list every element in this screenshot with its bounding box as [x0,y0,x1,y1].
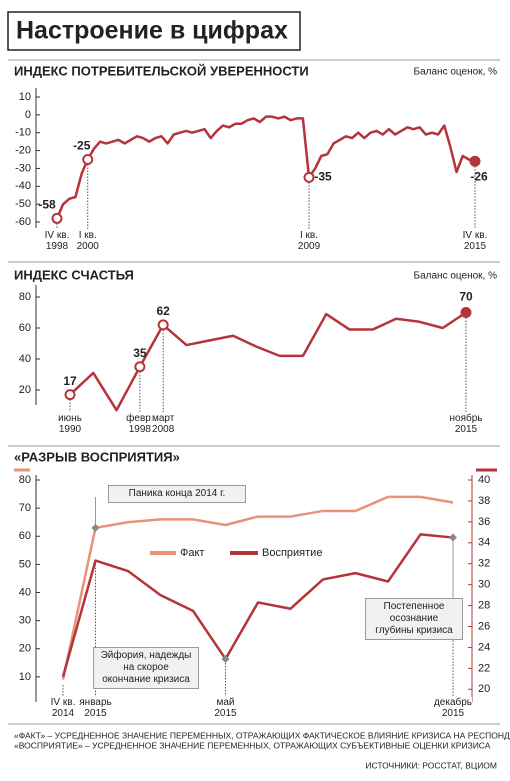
x-tick-label: IV кв. 2014 [50,697,76,719]
y-tick-label: 30 [19,615,31,627]
y-tick-label: 60 [19,530,31,542]
note: «ВОСПРИЯТИЕ» – УСРЕДНЕННОЕ ЗНАЧЕНИЕ ПЕРЕ… [14,740,491,750]
annotation: Постепенное осознание глубины кризиса [365,598,463,640]
y-tick-label: -10 [15,127,31,139]
point [469,155,481,167]
x-tick-label: IV кв. 2015 [462,230,488,252]
annotation-marker [449,533,457,542]
y2-tick-label: 26 [478,620,490,632]
y2-tick-label: 36 [478,516,490,528]
y2-tick-label: 24 [478,641,490,653]
y-tick-label: 20 [19,384,31,396]
y-tick-label: 60 [19,322,31,334]
data-line [69,311,467,412]
y-tick-label: 40 [19,586,31,598]
legend-label: Восприятие [262,547,322,559]
data-line [55,115,476,219]
y-tick-label: -60 [15,216,31,228]
point [303,171,315,183]
y2-tick-label: 32 [478,558,490,570]
data-label: -25 [73,139,91,153]
chart-title: ИНДЕКС СЧАСТЬЯ [14,267,134,282]
y2-tick-label: 20 [478,683,490,695]
legend-label: Факт [180,547,204,559]
annotation: Эйфория, надежды на скорое окончание кри… [93,647,199,689]
data-label: -35 [314,170,332,184]
y-tick-label: 0 [25,109,31,121]
y-tick-label: -30 [15,162,31,174]
point [157,319,169,331]
y-tick-label: 50 [19,558,31,570]
chart-title: ИНДЕКС ПОТРЕБИТЕЛЬСКОЙ УВЕРЕННОСТИ [14,63,309,78]
x-tick-label: декабрь 2015 [433,697,473,719]
data-label: -58 [38,198,56,212]
title-box [7,11,301,51]
page-title: Настроение в цифрах [16,17,288,45]
y2-tick-label: 30 [478,579,490,591]
y2-tick-label: 22 [478,662,490,674]
point [82,154,94,165]
x-tick-label: I кв. 2000 [76,230,99,252]
data-label: -26 [470,169,488,183]
y-tick-label: -50 [15,198,31,210]
x-tick-label: ноябрь 2015 [449,413,483,435]
y-tick-label: 80 [19,474,31,486]
annotation-marker [221,654,230,663]
x-tick-label: I кв. 2009 [297,230,321,252]
y-tick-label: -40 [15,180,31,192]
note: «ФАКТ» – УСРЕДНЕННОЕ ЗНАЧЕНИЕ ПЕРЕМЕННЫХ… [14,730,510,740]
annotation-marker [91,523,100,532]
y-tick-label: 80 [19,291,31,303]
point [460,307,472,318]
y-tick-label: 10 [19,91,31,103]
x-tick-label: март 2008 [151,413,175,435]
data-label: 17 [63,374,77,388]
axis-label: Баланс оценок, % [414,271,498,282]
y2-tick-label: 28 [478,599,490,611]
y2-tick-label: 34 [478,537,490,549]
chart-title: «РАЗРЫВ ВОСПРИЯТИЯ» [14,449,180,464]
y-tick-label: 20 [19,643,31,655]
x-tick-label: январь 2015 [79,697,112,719]
y-tick-label: 70 [19,502,31,514]
point [51,212,63,224]
point [134,361,146,373]
y2-tick-label: 40 [478,474,490,486]
axis-label: Баланс оценок, % [414,67,498,78]
x-tick-label: февр. 1998 [126,413,154,435]
data-label: 35 [133,346,147,360]
y-tick-label: 40 [19,353,31,365]
y-tick-label: -20 [15,144,31,156]
x-tick-label: июнь 1990 [58,413,82,435]
x-tick-label: май 2015 [214,697,237,719]
annotation: Паника конца 2014 г. [108,485,246,503]
data-label: 70 [459,290,473,304]
source: ИСТОЧНИКИ: РОССТАТ, ВЦИОМ [365,760,497,770]
x-tick-label: IV кв. 1998 [44,230,70,252]
data-label: 62 [156,304,170,318]
y-tick-label: 10 [19,671,31,683]
point [64,389,76,401]
y2-tick-label: 38 [478,495,490,507]
